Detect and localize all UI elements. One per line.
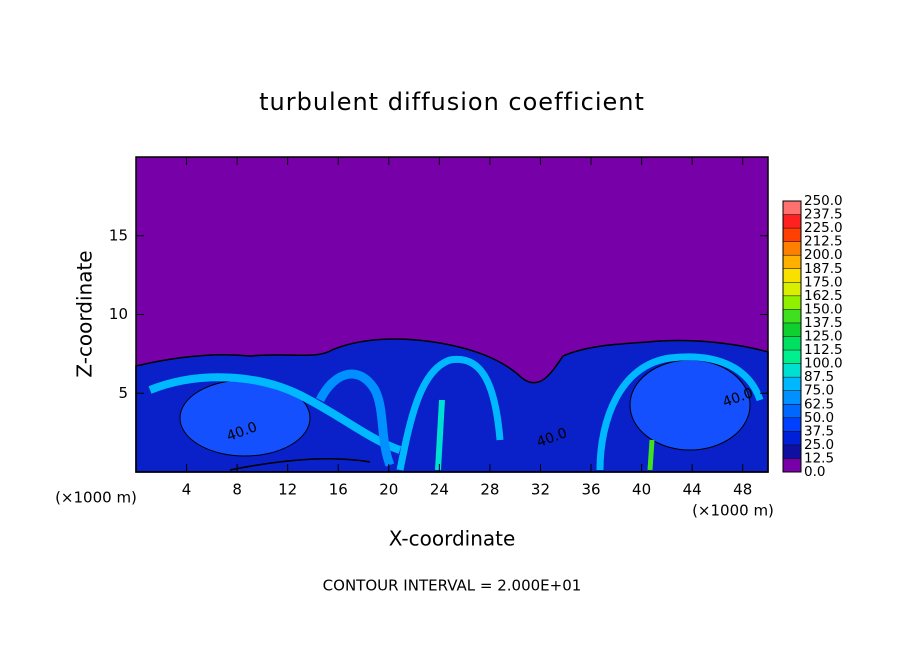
colorbar-bin xyxy=(783,404,801,418)
x-tick-label: 4 xyxy=(182,481,192,499)
x-tick-label: 16 xyxy=(329,481,348,499)
colorbar-label: 237.5 xyxy=(804,207,843,223)
x-unit: (×1000 m) xyxy=(692,502,774,520)
y-tick-label: 10 xyxy=(109,305,128,323)
x-tick-label: 24 xyxy=(430,481,449,499)
x-tick-label: 20 xyxy=(379,481,398,499)
field-region xyxy=(647,439,655,471)
x-axis-label: X-coordinate xyxy=(389,527,516,551)
x-tick-label: 28 xyxy=(480,481,499,499)
y-unit: (×1000 m) xyxy=(55,489,137,507)
colorbar-bin xyxy=(783,458,801,472)
colorbar-bin xyxy=(783,417,801,432)
colorbar-label: 225.0 xyxy=(804,220,843,236)
colorbar-label: 12.5 xyxy=(804,450,834,466)
colorbar-bin xyxy=(783,350,801,364)
colorbar-bin xyxy=(783,228,801,242)
colorbar-bin xyxy=(783,255,801,269)
x-tick-label: 12 xyxy=(278,481,297,499)
colorbar-bin xyxy=(783,322,801,337)
x-tick-label: 32 xyxy=(531,481,550,499)
x-tick-label: 36 xyxy=(581,481,600,499)
colorbar-label: 200.0 xyxy=(804,247,843,263)
colorbar-bin xyxy=(783,282,801,296)
colorbar-label: 100.0 xyxy=(804,356,843,372)
y-axis-label: Z-coordinate xyxy=(73,250,97,377)
colorbar-bin xyxy=(783,336,801,351)
colorbar-label: 87.5 xyxy=(804,369,834,385)
colorbar-label: 212.5 xyxy=(804,234,843,250)
field-region xyxy=(596,353,764,471)
colorbar-bin xyxy=(783,241,801,256)
colorbar-label: 50.0 xyxy=(804,410,834,426)
chart-title: turbulent diffusion coefficient xyxy=(259,88,645,116)
colorbar-label: 125.0 xyxy=(804,329,843,345)
field-region xyxy=(229,457,371,471)
x-tick-label: 8 xyxy=(232,481,242,499)
colorbar-bin xyxy=(783,444,801,459)
colorbar-label: 187.5 xyxy=(804,261,843,277)
colorbar-label: 112.5 xyxy=(804,342,843,358)
field xyxy=(135,157,769,473)
colorbar-label: 250.0 xyxy=(804,193,843,209)
field-region xyxy=(148,373,402,454)
colorbar-label: 137.5 xyxy=(804,315,843,331)
colorbar-bin xyxy=(783,431,801,445)
colorbar-label: 62.5 xyxy=(804,396,834,412)
y-tick-label: 5 xyxy=(118,384,128,402)
colorbar-bin xyxy=(783,377,801,391)
colorbar-label: 37.5 xyxy=(804,423,834,439)
x-tick-label: 48 xyxy=(733,481,752,499)
colorbar-label: 175.0 xyxy=(804,274,843,290)
colorbar-bin xyxy=(783,214,801,229)
colorbar-label: 162.5 xyxy=(804,288,843,304)
y-tick-label: 15 xyxy=(109,226,128,244)
contour-note: CONTOUR INTERVAL = 2.000E+01 xyxy=(323,577,582,595)
field-region xyxy=(435,399,445,471)
field-region xyxy=(315,369,395,467)
colorbar-label: 75.0 xyxy=(804,383,834,399)
colorbar-label: 150.0 xyxy=(804,301,843,317)
x-tick-label: 44 xyxy=(683,481,702,499)
colorbar-bin xyxy=(783,201,801,215)
colorbar-bin xyxy=(783,268,801,283)
colorbar-bin xyxy=(783,363,801,378)
colorbar-label: 0.0 xyxy=(804,464,825,480)
colorbar-label: 25.0 xyxy=(804,437,834,453)
field-region xyxy=(396,355,504,471)
colorbar-bin xyxy=(783,295,801,310)
colorbar-bin xyxy=(783,390,801,405)
colorbar-bin xyxy=(783,309,801,323)
x-tick-label: 40 xyxy=(632,481,651,499)
